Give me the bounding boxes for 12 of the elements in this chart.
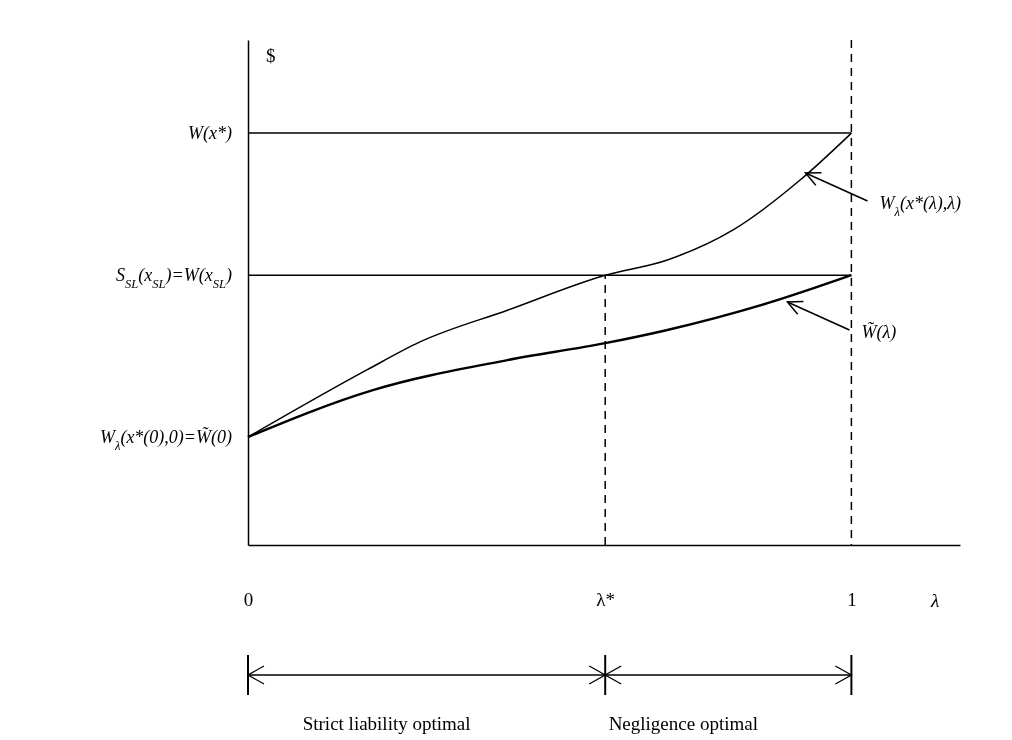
x-tick-label: λ* — [596, 588, 616, 610]
annotation: W$_{λ}$(x*(λ),λ) — [879, 193, 962, 220]
annotation: W$_{λ}$(x*(0),0)=W̃(0) — [99, 427, 232, 454]
text: Strict liability optimal — [302, 713, 471, 734]
x-tick-label: 1 — [847, 588, 857, 610]
y-axis-title: $ — [266, 45, 276, 66]
annotation: W(x*) — [188, 123, 232, 145]
x-tick-label: 0 — [243, 588, 254, 610]
annotation: S$_{SL}$(x$_{SL}$)=W(x$_{SL}$) — [115, 265, 232, 292]
x-axis-title: λ — [929, 590, 940, 611]
text: Negligence optimal — [608, 713, 758, 734]
annotation: W̃(λ) — [861, 321, 897, 343]
